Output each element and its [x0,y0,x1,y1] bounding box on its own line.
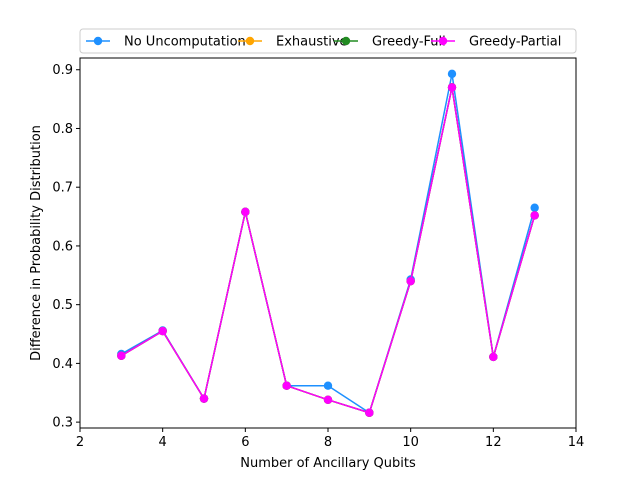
legend-frame [79,28,577,54]
y-axis: 0.3 0.4 0.5 0.6 0.7 0.8 0.9 [52,63,80,431]
x-tick-label: 14 [568,435,585,450]
x-tick-label: 8 [324,435,332,450]
data-point [365,408,374,417]
legend: No Uncomputation Exhaustive Greedy-Full Gre… [79,28,577,54]
data-point [447,83,457,92]
y-tick-label: 0.3 [52,416,73,431]
legend-label: Exhaustive [276,35,348,50]
series-layer [117,69,539,417]
data-point [323,381,333,390]
data-point [530,203,539,212]
x-tick-label: 6 [241,435,249,450]
x-tick-label: 10 [402,435,419,450]
legend-swatch-marker [438,36,448,46]
data-point [158,326,167,336]
data-point [282,381,291,390]
x-axis: 2 4 6 8 10 12 14 [76,428,584,450]
data-point [323,395,333,405]
legend-label: Greedy-Full [372,35,446,50]
y-tick-label: 0.5 [52,298,73,313]
y-tick-label: 0.9 [52,63,73,78]
y-tick-label: 0.8 [52,122,73,137]
data-point [447,69,457,79]
legend-swatch-marker [93,36,103,46]
legend-label: No Uncomputation [124,35,246,50]
data-point [530,211,539,220]
legend-swatch-marker [341,36,351,46]
data-point [489,352,498,362]
data-point [406,276,415,286]
x-tick-label: 12 [485,435,502,450]
y-tick-label: 0.6 [52,239,73,254]
y-axis-label: Difference in Probability Distribution [29,125,44,361]
data-point [241,207,250,217]
data-point [199,394,209,403]
legend-swatch-marker [245,36,255,46]
data-point [117,351,126,360]
x-tick-label: 4 [159,435,167,450]
legend-label: Greedy-Partial [469,35,561,50]
y-tick-label: 0.4 [52,357,73,372]
x-tick-label: 2 [76,435,84,450]
x-axis-label: Number of Ancillary Qubits [240,456,416,471]
y-tick-label: 0.7 [52,181,73,196]
